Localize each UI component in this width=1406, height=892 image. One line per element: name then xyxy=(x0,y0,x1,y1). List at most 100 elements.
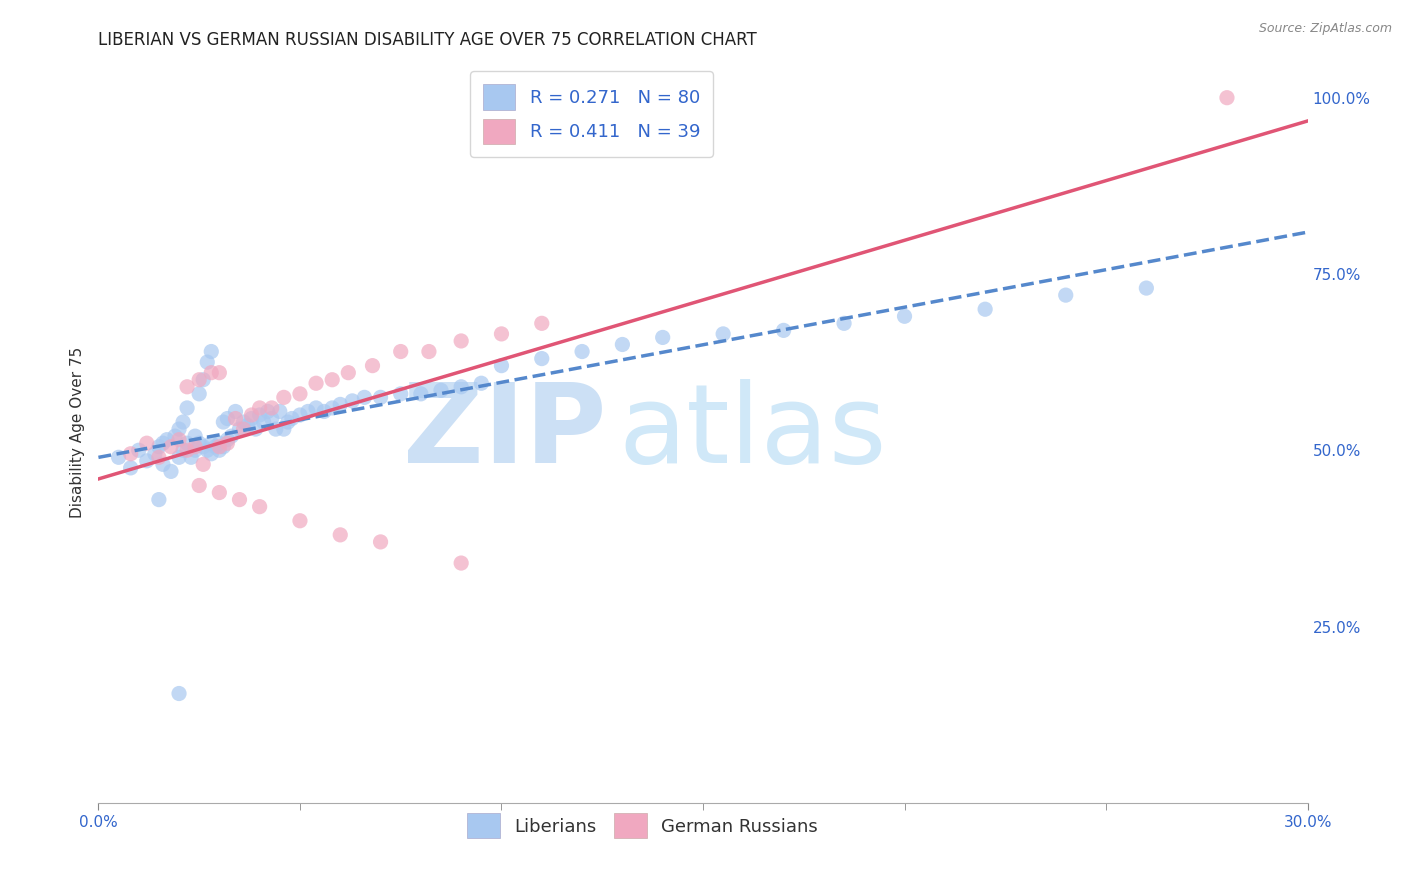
Point xyxy=(450,334,472,348)
Point xyxy=(135,436,157,450)
Point xyxy=(217,433,239,447)
Point xyxy=(107,450,129,465)
Point xyxy=(128,443,150,458)
Point xyxy=(612,337,634,351)
Point xyxy=(430,384,453,398)
Point xyxy=(188,436,211,450)
Point xyxy=(297,404,319,418)
Point xyxy=(193,373,215,387)
Point xyxy=(273,390,295,404)
Point xyxy=(135,454,157,468)
Point xyxy=(288,514,311,528)
Point xyxy=(329,397,352,411)
Point xyxy=(208,440,231,454)
Point xyxy=(370,390,392,404)
Point xyxy=(240,411,263,425)
Point xyxy=(120,461,142,475)
Text: Source: ZipAtlas.com: Source: ZipAtlas.com xyxy=(1258,22,1392,36)
Point xyxy=(212,415,235,429)
Point xyxy=(470,376,492,391)
Point xyxy=(1216,91,1239,105)
Point xyxy=(288,408,311,422)
Point xyxy=(152,458,174,472)
Point xyxy=(176,443,198,458)
Point xyxy=(409,387,432,401)
Point xyxy=(1054,288,1077,302)
Point xyxy=(156,433,179,447)
Point xyxy=(172,443,194,458)
Text: atlas: atlas xyxy=(619,379,887,486)
Point xyxy=(305,401,328,415)
Point xyxy=(167,433,190,447)
Point xyxy=(450,556,472,570)
Point xyxy=(342,393,364,408)
Point xyxy=(193,440,215,454)
Point xyxy=(212,440,235,454)
Point xyxy=(120,447,142,461)
Point xyxy=(974,302,997,317)
Point xyxy=(221,429,243,443)
Point xyxy=(264,422,287,436)
Point xyxy=(249,401,271,415)
Point xyxy=(530,351,553,366)
Point xyxy=(240,408,263,422)
Point xyxy=(167,422,190,436)
Point xyxy=(200,344,222,359)
Point xyxy=(260,411,283,425)
Point xyxy=(893,310,915,324)
Point xyxy=(337,366,360,380)
Point xyxy=(143,447,166,461)
Point xyxy=(217,436,239,450)
Point xyxy=(208,485,231,500)
Y-axis label: Disability Age Over 75: Disability Age Over 75 xyxy=(69,347,84,518)
Point xyxy=(176,380,198,394)
Point xyxy=(163,429,186,443)
Point xyxy=(370,535,392,549)
Point xyxy=(188,478,211,492)
Point xyxy=(188,387,211,401)
Point xyxy=(195,443,218,458)
Legend: Liberians, German Russians: Liberians, German Russians xyxy=(456,802,830,849)
Point xyxy=(184,440,207,454)
Point xyxy=(193,458,215,472)
Point xyxy=(491,326,513,341)
Point xyxy=(208,443,231,458)
Point xyxy=(224,404,246,418)
Text: LIBERIAN VS GERMAN RUSSIAN DISABILITY AGE OVER 75 CORRELATION CHART: LIBERIAN VS GERMAN RUSSIAN DISABILITY AG… xyxy=(98,31,758,49)
Point xyxy=(224,411,246,425)
Point xyxy=(188,373,211,387)
Point xyxy=(200,366,222,380)
Point xyxy=(571,344,593,359)
Point xyxy=(236,418,259,433)
Point xyxy=(832,316,855,330)
Point xyxy=(204,440,226,454)
Point xyxy=(253,415,276,429)
Point xyxy=(281,411,304,425)
Point xyxy=(148,450,170,465)
Point xyxy=(208,436,231,450)
Point xyxy=(180,450,202,465)
Point xyxy=(195,355,218,369)
Point xyxy=(288,387,311,401)
Point xyxy=(361,359,384,373)
Point xyxy=(228,492,250,507)
Point xyxy=(321,373,343,387)
Point xyxy=(184,429,207,443)
Point xyxy=(418,344,440,359)
Point xyxy=(353,390,375,404)
Point xyxy=(389,387,412,401)
Point xyxy=(232,415,254,429)
Point xyxy=(152,436,174,450)
Point xyxy=(200,436,222,450)
Point xyxy=(228,422,250,436)
Point xyxy=(314,404,336,418)
Point xyxy=(711,326,734,341)
Point xyxy=(245,422,267,436)
Point xyxy=(167,450,190,465)
Point xyxy=(329,528,352,542)
Point xyxy=(217,411,239,425)
Point xyxy=(249,408,271,422)
Point xyxy=(256,404,278,418)
Point xyxy=(176,401,198,415)
Point xyxy=(232,422,254,436)
